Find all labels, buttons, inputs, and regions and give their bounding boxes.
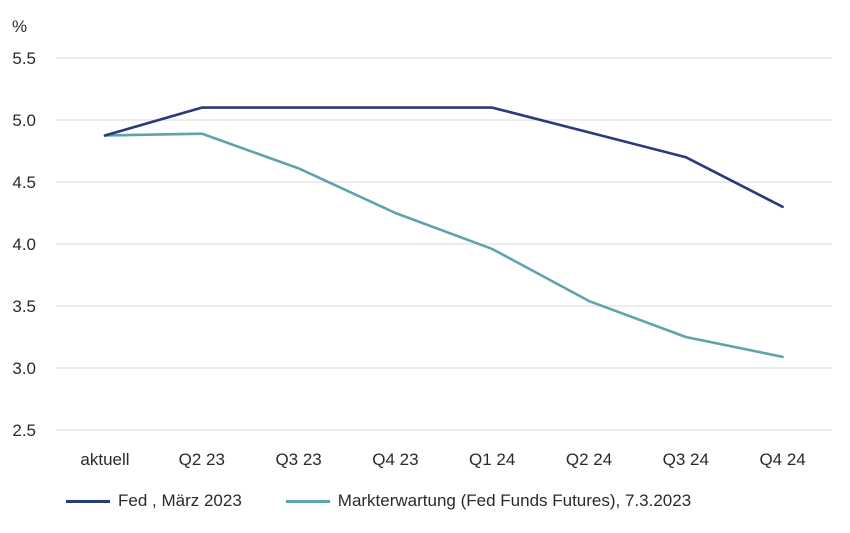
x-tick-label: Q3 23 — [275, 450, 321, 469]
x-tick-label: Q2 24 — [566, 450, 612, 469]
legend-label-fed: Fed , März 2023 — [118, 491, 242, 510]
y-axis: 5.5 5.0 4.5 4.0 3.5 3.0 2.5 — [12, 49, 36, 440]
series-lines — [103, 106, 784, 359]
series-line-market — [103, 132, 784, 359]
legend-swatch-fed — [66, 499, 110, 503]
series-line-fed — [103, 106, 784, 209]
x-tick-label: Q3 24 — [663, 450, 709, 469]
y-tick-label: 4.0 — [12, 235, 36, 254]
x-tick-label: Q4 23 — [372, 450, 418, 469]
x-tick-label: Q4 24 — [759, 450, 805, 469]
legend-item-fed: Fed , März 2023 — [66, 491, 242, 511]
y-tick-label: 2.5 — [12, 421, 36, 440]
legend-label-market: Markterwartung (Fed Funds Futures), 7.3.… — [337, 491, 692, 510]
x-tick-label: aktuell — [80, 450, 129, 469]
legend-item-market: Markterwartung (Fed Funds Futures), 7.3.… — [285, 491, 692, 511]
x-tick-label: Q1 24 — [469, 450, 515, 469]
x-tick-label: Q2 23 — [179, 450, 225, 469]
y-unit-label: % — [12, 17, 27, 36]
legend-swatch-market — [285, 499, 330, 503]
legend: Fed , März 2023 Markterwartung (Fed Fund… — [66, 487, 735, 515]
y-tick-label: 3.5 — [12, 297, 36, 316]
x-axis: aktuell Q2 23 Q3 23 Q4 23 Q1 24 Q2 24 Q3 24 Q4 … — [80, 450, 805, 469]
y-tick-label: 4.5 — [12, 173, 36, 192]
y-tick-label: 5.0 — [12, 111, 36, 130]
y-tick-label: 5.5 — [12, 49, 36, 68]
gridlines — [56, 57, 832, 431]
y-tick-label: 3.0 — [12, 359, 36, 378]
